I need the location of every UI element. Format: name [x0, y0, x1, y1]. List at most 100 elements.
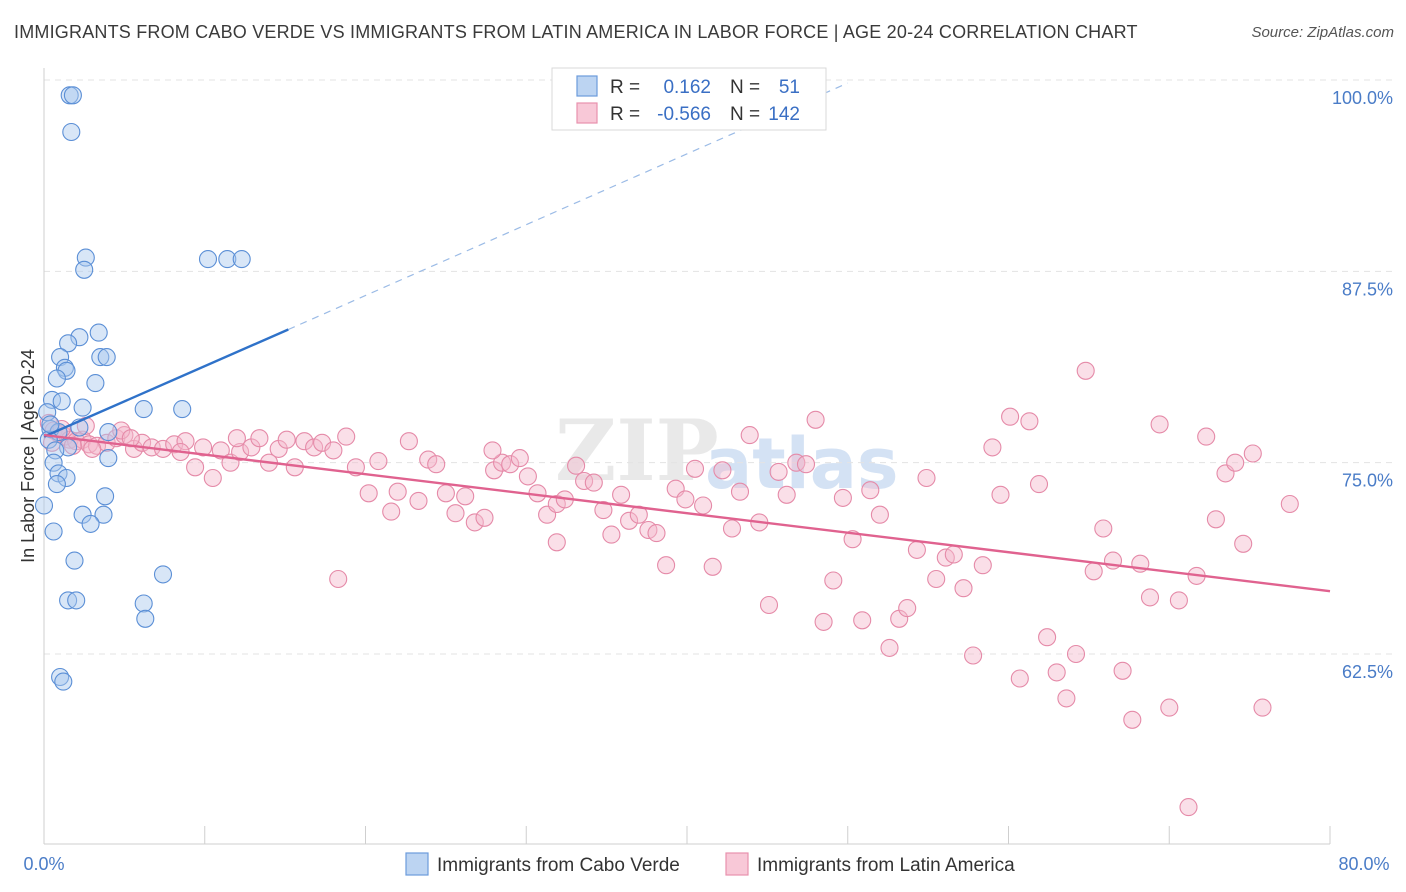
data-point-pink [388, 482, 407, 501]
data-point-pink [584, 473, 603, 492]
legend-swatch-blue [576, 75, 598, 97]
data-point-pink [927, 569, 946, 589]
data-point-blue [44, 522, 63, 541]
data-point-blue [73, 398, 92, 417]
data-point-pink [1066, 644, 1086, 664]
data-point-pink [567, 456, 586, 475]
data-point-pink [446, 504, 465, 523]
data-point-pink [983, 438, 1002, 457]
bottom-legend-label-blue: Immigrants from Cabo Verde [437, 855, 680, 876]
data-point-pink [722, 519, 742, 538]
data-point-blue [63, 86, 82, 105]
data-point-blue [57, 468, 76, 488]
data-point-pink [186, 458, 205, 477]
data-point-pink [1113, 661, 1132, 680]
data-point-pink [1280, 494, 1299, 514]
data-point-pink [399, 432, 418, 451]
data-point-pink [1047, 663, 1066, 682]
data-point-pink [787, 453, 806, 472]
data-point-pink [740, 426, 759, 445]
data-point-pink [769, 462, 788, 481]
data-point-blue [153, 565, 173, 584]
data-point-blue [89, 323, 108, 342]
data-point-pink [676, 490, 695, 509]
data-point-pink [1123, 710, 1142, 729]
data-point-pink [944, 545, 963, 564]
data-point-pink [1057, 689, 1076, 708]
data-point-pink [227, 429, 246, 448]
blue-series-points [34, 86, 251, 691]
data-point-pink [898, 599, 917, 618]
data-point-pink [612, 485, 631, 504]
data-point-pink [231, 442, 250, 462]
data-point-pink [475, 508, 494, 527]
data-point-pink [1169, 591, 1188, 610]
data-point-pink [337, 427, 356, 446]
data-point-pink [620, 511, 639, 530]
data-point-pink [1160, 698, 1179, 717]
x-ticks [43, 826, 1331, 844]
data-point-pink [277, 430, 296, 449]
data-point-pink [713, 461, 732, 480]
data-point-pink [501, 455, 520, 474]
data-point-pink [1010, 669, 1029, 688]
trend-lines [43, 82, 1331, 593]
data-point-pink [1140, 588, 1160, 607]
data-point-pink [1206, 510, 1225, 529]
data-point-pink [176, 432, 195, 451]
data-point-blue [99, 449, 118, 468]
data-point-blue [134, 594, 153, 613]
data-point-blue [67, 591, 86, 610]
data-point-pink [1243, 444, 1262, 463]
data-point-pink [1038, 628, 1057, 647]
y-tick-labels: 62.5% 75.0% 87.5% 100.0% [1332, 88, 1393, 682]
series-legend: Immigrants from Cabo Verde Immigrants fr… [405, 852, 1015, 876]
data-point-pink [1253, 698, 1272, 717]
x-tick-label-min: 0.0% [23, 854, 64, 874]
bottom-legend-swatch-blue [405, 852, 429, 876]
data-point-blue [198, 250, 218, 269]
data-point-pink [880, 638, 899, 657]
data-point-blue [70, 328, 89, 347]
data-point-pink [602, 525, 621, 544]
data-point-blue [96, 487, 115, 506]
data-point-blue [94, 505, 113, 524]
data-point-pink [703, 557, 722, 576]
data-point-blue [173, 400, 192, 419]
data-point-pink [806, 410, 825, 429]
data-point-pink [1029, 475, 1049, 494]
data-point-pink [203, 468, 222, 488]
data-point-pink [194, 438, 213, 457]
data-point-pink [870, 505, 889, 524]
y-tick-label: 87.5% [1342, 279, 1393, 299]
y-axis-label: In Labor Force | Age 20-24 [18, 349, 38, 563]
data-point-pink [359, 484, 378, 503]
data-point-blue [136, 609, 155, 628]
data-point-pink [730, 482, 750, 501]
data-point-pink [1020, 412, 1039, 431]
watermark-zip: ZIP [555, 401, 719, 500]
data-point-pink [973, 556, 992, 575]
data-point-pink [329, 569, 348, 589]
data-point-pink [647, 524, 666, 543]
data-point-pink [685, 459, 705, 478]
legend-r-label-blue: R = [610, 77, 640, 98]
legend-swatch-pink [576, 102, 598, 124]
data-point-blue [62, 122, 81, 142]
data-point-blue [44, 453, 63, 472]
legend-r-label-pink: R = [610, 104, 640, 125]
data-point-pink [1150, 415, 1169, 434]
data-point-blue [99, 423, 118, 442]
data-point-pink [657, 556, 676, 575]
data-point-pink [1001, 407, 1020, 426]
data-point-blue [91, 348, 110, 367]
data-point-pink [1179, 798, 1198, 817]
data-point-blue [59, 334, 78, 353]
data-point-pink [907, 540, 926, 559]
data-point-blue [65, 551, 84, 570]
data-point-pink [964, 646, 983, 665]
data-point-blue [57, 361, 76, 380]
x-tick-label-max: 80.0% [1338, 854, 1389, 874]
legend-n-value-pink: 142 [768, 104, 800, 125]
data-point-pink [991, 485, 1010, 504]
